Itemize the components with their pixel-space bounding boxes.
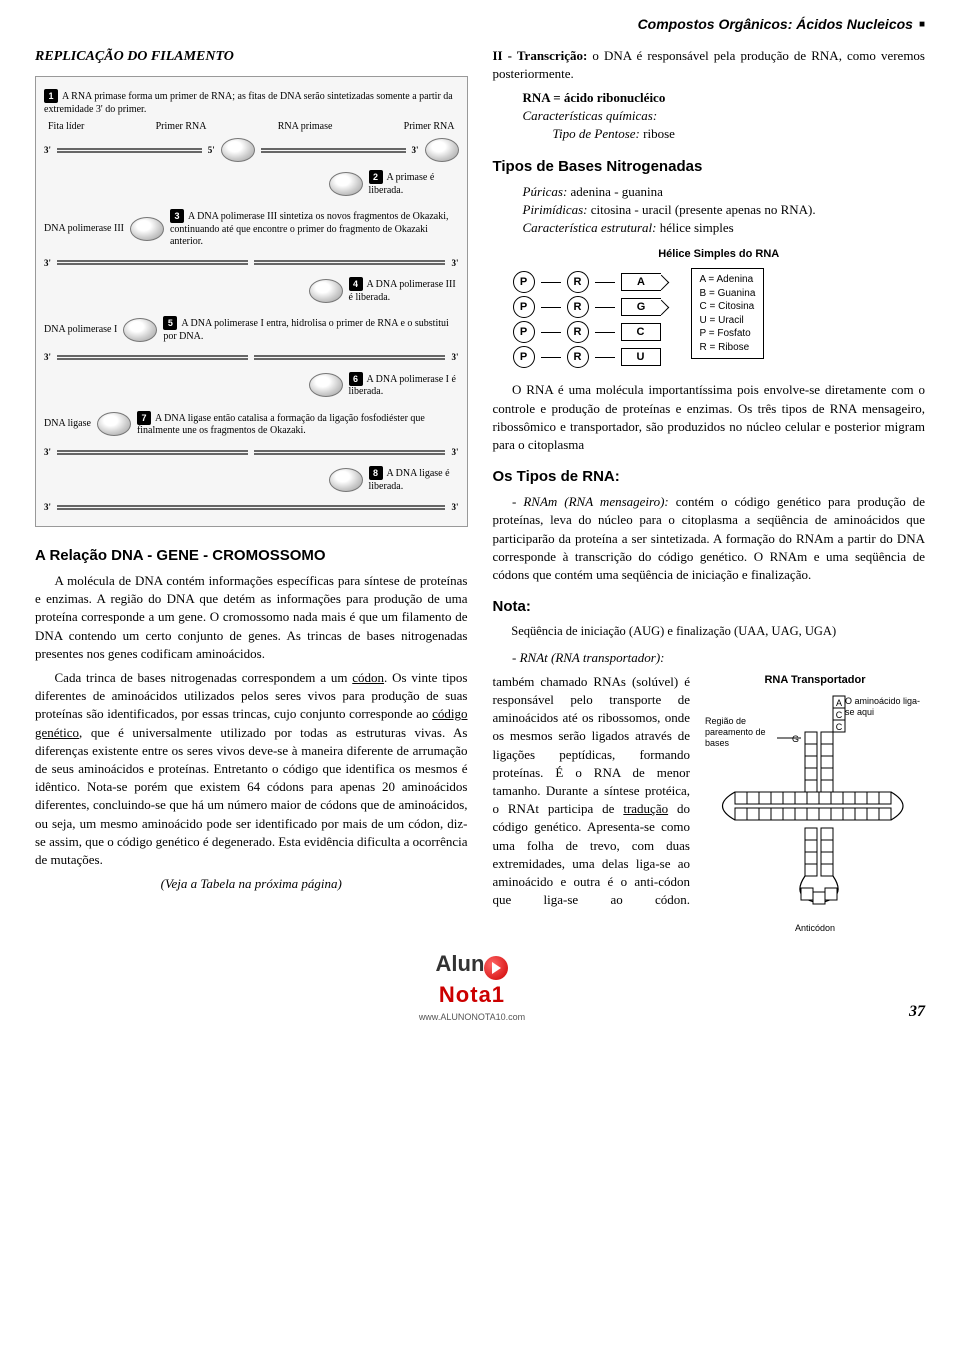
trna-amino-label: O aminoácido liga-se aqui [845,696,925,718]
released-blob-4 [309,279,343,303]
page-header: Compostos Orgânicos: Ácidos Nucleicos [35,15,925,35]
left-p3: (Veja a Tabela na próxima página) [35,875,468,893]
bases-list: Púricas: adenina - guanina Pirimídicas: … [523,183,926,238]
play-icon [484,956,508,980]
badge-3: 3 [170,209,184,223]
primase-blob-2 [425,138,459,162]
logo-url: www.ALUNONOTA10.com [419,1011,525,1024]
caption-3: A DNA polimerase III sintetiza os novos … [170,211,449,247]
p-rna-importance: O RNA é uma molécula importantíssima poi… [493,381,926,454]
caption-6: A DNA polimerase I é liberada. [349,374,456,398]
label-primer-rna2: Primer RNA [404,120,455,134]
badge-8: 8 [369,466,383,480]
badge-5: 5 [163,316,177,330]
p-rnam: - RNAm (RNA mensageiro): contém o código… [493,493,926,584]
label-dna-pol1: DNA polimerase I [44,323,117,337]
p-rnat-body: - RNAt (RNA transportador): também chama… [493,673,691,909]
released-blob-8 [329,468,363,492]
ligase-blob [97,412,131,436]
badge-1: 1 [44,89,58,103]
heading-dna-gene: A Relação DNA - GENE - CROMOSSOMO [35,545,468,566]
caption-5: A DNA polimerase I entra, hidrolisa o pr… [163,318,448,342]
acc-a: A [836,698,842,708]
helix-p-0: P [513,271,535,293]
replication-title: REPLICAÇÃO DO FILAMENTO [35,47,468,67]
label-dna-pol3: DNA polimerase III [44,222,124,236]
end-3b: 3' [412,144,419,157]
released-blob-2 [329,172,363,196]
p-rnat-intro: - RNAt (RNA transportador): também chama… [493,649,926,667]
nota-body: Seqüência de iniciação (AUG) e finalizaç… [493,623,926,641]
helix-legend: A = Adenina B = Guanina C = Citosina U =… [691,268,765,359]
pol1-blob [123,318,157,342]
helix-base-1: G [621,298,661,316]
left-p1: A molécula de DNA contém informações esp… [35,572,468,663]
helix-title: Hélice Simples do RNA [513,247,926,262]
helix-p-2: P [513,321,535,343]
caption-7: A DNA ligase então catalisa a formação d… [137,413,425,437]
acc-c1: C [836,710,843,720]
helix-r-2: R [567,321,589,343]
end-3: 3' [44,144,51,157]
replication-diagram: 1A RNA primase forma um primer de RNA; a… [35,76,468,527]
badge-2: 2 [369,170,383,184]
logo: Alun Nota1 www.ALUNONOTA10.com [419,949,525,1023]
trna-diagram: O aminoácido liga-se aqui Região de pare… [705,688,925,934]
caption-1: A RNA primase forma um primer de RNA; as… [44,91,453,115]
label-primer-rna: Primer RNA [156,120,207,134]
label-rna-primase: RNA primase [278,120,333,134]
intro-transcricao: II - Transcrição: o DNA é responsável pe… [493,47,926,83]
primase-blob [221,138,255,162]
heading-tipos-bases: Tipos de Bases Nitrogenadas [493,156,926,177]
left-p2: Cada trinca de bases nitrogenadas corres… [35,669,468,869]
rna-helix-diagram: Hélice Simples do RNA P R A P R [513,247,926,371]
helix-p-3: P [513,346,535,368]
trna-g: G [792,734,799,744]
badge-7: 7 [137,411,151,425]
trna-title: RNA Transportador [705,673,925,688]
helix-r-0: R [567,271,589,293]
label-fita-lider: Fita líder [48,120,84,134]
heading-nota: Nota: [493,596,926,617]
helix-base-0: A [621,273,661,291]
helix-r-1: R [567,296,589,318]
released-blob-6 [309,373,343,397]
label-dna-ligase: DNA ligase [44,417,91,431]
page-number: 37 [909,1001,925,1023]
acc-c2: C [836,722,843,732]
helix-base-3: U [621,348,661,366]
pol3-blob [130,217,164,241]
helix-base-2: C [621,323,661,341]
trna-region-label: Região de pareamento de bases [705,716,775,748]
helix-p-1: P [513,296,535,318]
caption-4: A DNA polimerase III é liberada. [349,279,456,303]
badge-4: 4 [349,277,363,291]
badge-6: 6 [349,372,363,386]
helix-r-3: R [567,346,589,368]
end-5: 5' [208,144,215,157]
rna-definition-box: RNA = ácido ribonucléico Características… [523,89,926,144]
trna-anticodon-label: Anticódon [705,923,925,934]
heading-tipos-rna: Os Tipos de RNA: [493,466,926,487]
